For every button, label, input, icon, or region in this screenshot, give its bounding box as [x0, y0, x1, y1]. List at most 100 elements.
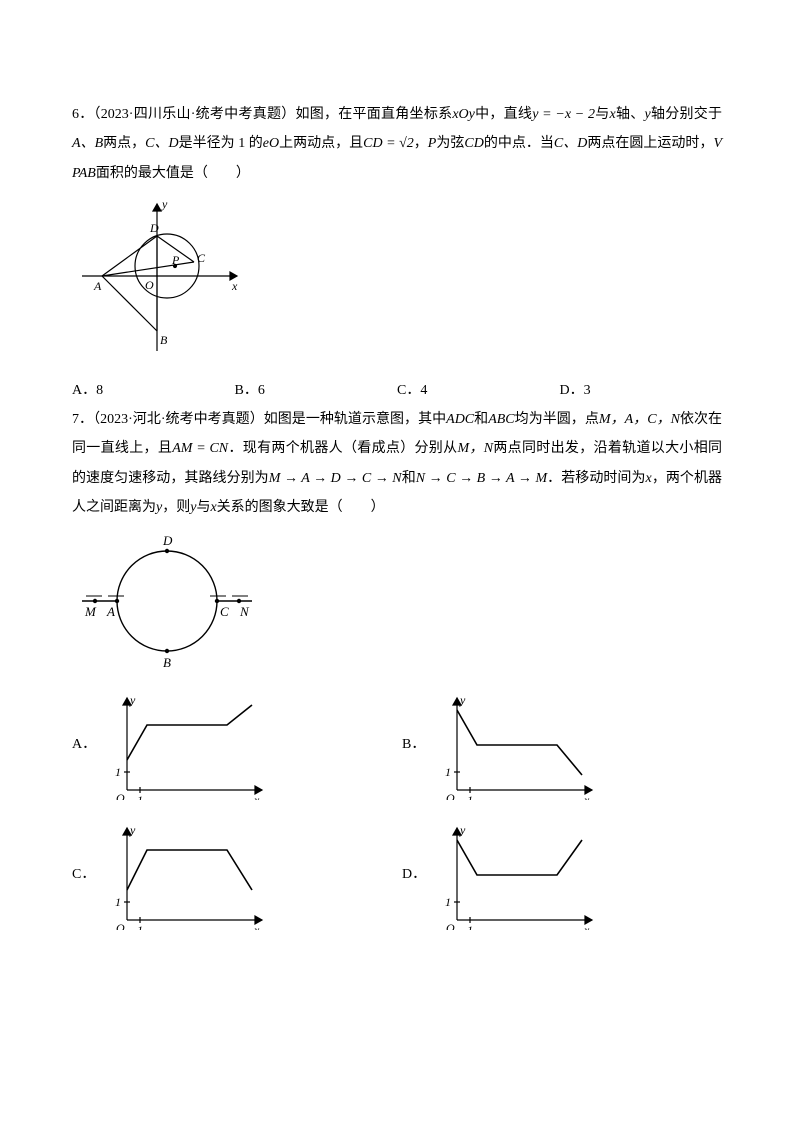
- svg-text:1: 1: [445, 765, 451, 779]
- svg-text:x: x: [253, 793, 260, 800]
- svg-text:1: 1: [115, 895, 121, 909]
- graph-c: y x 1 1 O: [102, 820, 272, 930]
- q7-choice-d[interactable]: D． y x 1 1 O: [402, 820, 702, 930]
- q6-lbl-P: P: [171, 253, 180, 267]
- q6-options: A．8 B．6 C．4 D．3: [72, 376, 722, 405]
- q6-m5: 两点，: [103, 136, 145, 151]
- q6-lbl-B: B: [160, 333, 168, 347]
- q7-pts: M，A，C，N: [599, 412, 680, 427]
- q6-m7: 上两动点，且: [279, 136, 363, 151]
- q7-choice-a[interactable]: A． y x 1 1 O: [72, 690, 372, 800]
- q7-mn: M，N: [457, 441, 493, 456]
- q7-b-label: B．: [402, 730, 432, 759]
- svg-text:O: O: [446, 921, 455, 930]
- svg-text:x: x: [583, 923, 590, 930]
- svg-text:1: 1: [115, 765, 121, 779]
- svg-text:x: x: [583, 793, 590, 800]
- svg-text:y: y: [129, 823, 136, 837]
- q7-t11: 与: [196, 500, 210, 515]
- svg-text:y: y: [129, 693, 136, 707]
- graph-a: y x 1 1 O: [102, 690, 272, 800]
- q6-src: （2023·四川乐山·统考中考真题）: [94, 107, 296, 122]
- q6-pts3: C、D: [554, 136, 587, 151]
- q6-lbl-y: y: [161, 197, 168, 211]
- q6-opt-a[interactable]: A．8: [72, 376, 235, 405]
- svg-text:O: O: [446, 791, 455, 800]
- q6-num: 6: [72, 107, 79, 122]
- q7-svg: D B M A C N: [72, 531, 262, 671]
- q6-lbl-C: C: [197, 251, 206, 265]
- svg-text:1: 1: [445, 895, 451, 909]
- q6-m1: 中，直线: [475, 107, 532, 122]
- q7-arc2: ABC: [488, 412, 514, 427]
- svg-text:O: O: [116, 921, 125, 930]
- svg-text:1: 1: [467, 793, 473, 800]
- q6-opt-b[interactable]: B．6: [235, 376, 398, 405]
- svg-text:1: 1: [137, 793, 143, 800]
- svg-text:1: 1: [137, 923, 143, 930]
- q7-t7: 和: [402, 471, 416, 486]
- q7-t10: ，则: [162, 500, 190, 515]
- svg-text:y: y: [459, 823, 466, 837]
- q6-m10: 的中点．当: [484, 136, 554, 151]
- q6-m12: 面积的最大值是（ ）: [96, 166, 250, 181]
- q7-src: （2023·河北·统考中考真题）: [93, 412, 264, 427]
- svg-text:x: x: [253, 923, 260, 930]
- q6-opt-d[interactable]: D．3: [560, 376, 723, 405]
- q6-pts2: C、D: [145, 136, 178, 151]
- q6-opt-c[interactable]: C．4: [397, 376, 560, 405]
- graph-b: y x 1 1 O: [432, 690, 602, 800]
- q7-choice-c[interactable]: C． y x 1 1 O: [72, 820, 372, 930]
- q6-m11: 两点在圆上运动时，: [587, 136, 713, 151]
- q6-m9: 为弦: [436, 136, 464, 151]
- svg-text:y: y: [459, 693, 466, 707]
- q6-m2: 与: [595, 107, 610, 122]
- q7-lbl-N: N: [239, 604, 250, 619]
- q6-eqn: y = −x − 2: [532, 107, 595, 122]
- q6-svg: y x D C P O A B: [72, 196, 247, 356]
- q7-text: 7．（2023·河北·统考中考真题）如图是一种轨道示意图，其中ADC和ABC均为…: [72, 405, 722, 523]
- q6-cd2: CD: [464, 136, 483, 151]
- q6-cd: CD =: [363, 136, 395, 151]
- svg-text:1: 1: [467, 923, 473, 930]
- q7-t12: 关系的图象大致是（ ）: [217, 500, 385, 515]
- q7-t8: ．若移动时间为: [547, 471, 645, 486]
- q7-arc1: ADC: [446, 412, 474, 427]
- q6-lbl-O: O: [145, 278, 154, 292]
- q6-m4: 轴分别交于: [651, 107, 722, 122]
- q7-eq1: AM = CN: [172, 441, 228, 456]
- graph-d: y x 1 1 O: [432, 820, 602, 930]
- q7-t3: 均为半圆，点: [515, 412, 599, 427]
- q7-lbl-D: D: [162, 533, 173, 548]
- q6-circsup: O: [269, 136, 279, 151]
- q7-lbl-M: M: [84, 604, 97, 619]
- q7-num: 7: [72, 412, 79, 427]
- q6-lbl-x: x: [231, 279, 238, 293]
- q6-text: 6．（2023·四川乐山·统考中考真题）如图，在平面直角坐标系xOy中，直线y …: [72, 100, 722, 188]
- q6-pts1: A、B: [72, 136, 103, 151]
- q6-m8: ，: [414, 136, 428, 151]
- q7-choices: A． y x 1 1 O B．: [72, 690, 722, 930]
- q6-coord: xOy: [452, 107, 475, 122]
- q7-lbl-B: B: [163, 655, 171, 670]
- q6-m6: 是半径为 1 的: [179, 136, 263, 151]
- q7-lbl-A: A: [106, 604, 115, 619]
- q6-m3: 轴、: [616, 107, 645, 122]
- q7-a-label: A．: [72, 730, 102, 759]
- q7-c-label: C．: [72, 860, 102, 889]
- svg-text:O: O: [116, 791, 125, 800]
- q6-lbl-A: A: [93, 279, 102, 293]
- q6-p0: 如图，在平面直角坐标系: [295, 107, 452, 122]
- q7-choice-b[interactable]: B． y x 1 1 O: [402, 690, 702, 800]
- q6-figure: y x D C P O A B: [72, 196, 722, 367]
- q7-t2: 和: [474, 412, 488, 427]
- q6-cdval: 2: [399, 129, 414, 158]
- q7-t1: 如图是一种轨道示意图，其中: [264, 412, 446, 427]
- q6-lbl-D: D: [149, 221, 159, 235]
- q7-t5: ．现有两个机器人（看成点）分别从: [228, 441, 457, 456]
- q7-path1: M → A → D → C → N: [269, 471, 402, 486]
- q7-lbl-C: C: [220, 604, 229, 619]
- q7-path2: N → C → B → A → M: [416, 471, 547, 486]
- q7-figure: D B M A C N: [72, 531, 722, 682]
- q7-d-label: D．: [402, 860, 432, 889]
